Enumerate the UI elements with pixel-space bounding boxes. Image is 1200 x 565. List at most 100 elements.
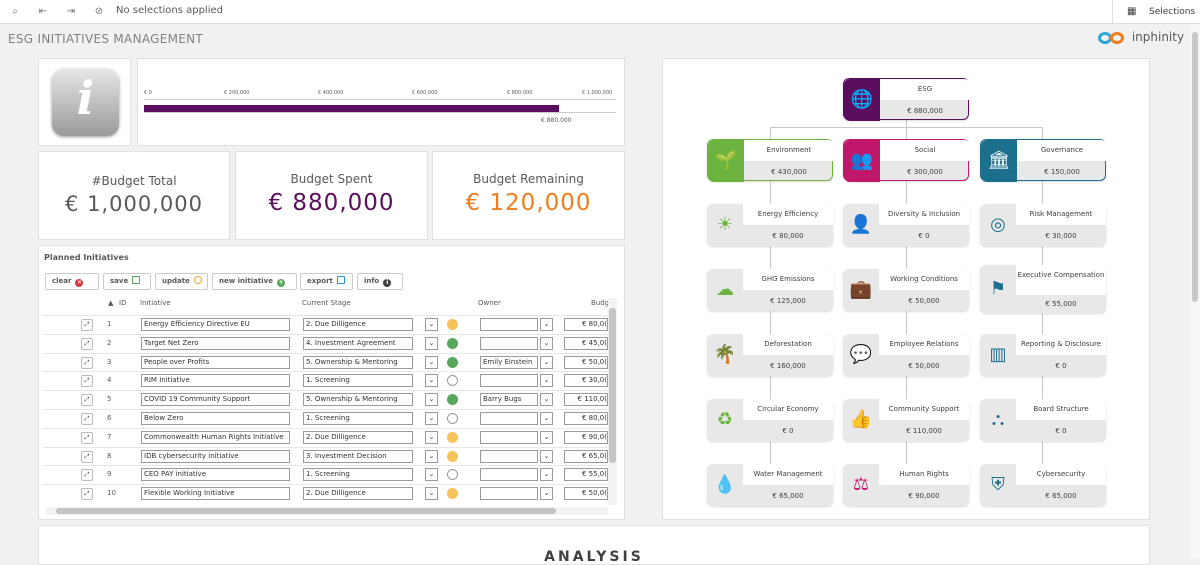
chevron-down-icon[interactable]: ⌄: [540, 487, 553, 501]
initiative-name-input[interactable]: Commonwealth Human Rights Initiative: [141, 430, 290, 444]
budget-input[interactable]: € 55,0(: [564, 468, 608, 482]
node-energy-efficiency[interactable]: ☀ Energy Efficiency € 80,000: [707, 204, 833, 246]
selections-button[interactable]: ▦ Selections: [1112, 0, 1200, 24]
initiative-name-input[interactable]: People over Profits: [141, 355, 290, 369]
budget-input[interactable]: € 50,0(: [564, 355, 608, 369]
sort-asc-icon[interactable]: ▲: [108, 299, 114, 307]
budget-input[interactable]: € 110,0(: [564, 393, 608, 407]
node-esg[interactable]: 🌐 ESG € 880,000: [843, 78, 970, 121]
chevron-down-icon[interactable]: ⌄: [540, 412, 553, 425]
stage-select[interactable]: 2. Due Dilligence: [303, 430, 413, 444]
node-working-conditions[interactable]: 💼 Working Conditions € 50,000: [843, 269, 969, 311]
chevron-down-icon[interactable]: ⌄: [425, 487, 438, 501]
initiative-name-input[interactable]: Energy Efficiency Directive EU: [141, 318, 290, 331]
initiative-name-input[interactable]: CEO PAY initiative: [141, 468, 290, 482]
row-select-icon[interactable]: ⤢: [81, 394, 93, 407]
owner-select[interactable]: [480, 468, 538, 482]
initiative-name-input[interactable]: Target Net Zero: [141, 336, 290, 350]
node-diversity-inclusion[interactable]: 👤 Diversity & Inclusion € 0: [843, 204, 969, 246]
budget-input[interactable]: € 30,0(: [564, 374, 608, 388]
owner-select[interactable]: [480, 374, 538, 388]
stage-select[interactable]: 4. Investment Agreement: [303, 336, 413, 350]
node-deforestation[interactable]: 🌴 Deforestation € 160,000: [707, 334, 833, 376]
chevron-down-icon[interactable]: ⌄: [540, 374, 553, 388]
owner-select[interactable]: [480, 412, 538, 425]
stage-select[interactable]: 1. Screening: [303, 412, 413, 425]
chevron-down-icon[interactable]: ⌄: [425, 468, 438, 482]
budget-input[interactable]: € 80,0(: [564, 412, 608, 425]
node-board-structure[interactable]: ⛬ Board Structure € 0: [980, 399, 1106, 441]
chevron-down-icon[interactable]: ⌄: [425, 355, 438, 369]
table-vertical-scrollbar[interactable]: [608, 298, 617, 505]
info-button[interactable]: info i: [357, 273, 403, 290]
row-select-icon[interactable]: ⤢: [81, 319, 93, 331]
initiative-name-input[interactable]: Below Zero: [141, 412, 290, 425]
node-reporting-disclosure[interactable]: ▥ Reporting & Disclosure € 0: [980, 334, 1106, 376]
owner-select[interactable]: [480, 430, 538, 444]
row-select-icon[interactable]: ⤢: [81, 488, 93, 501]
column-header-id[interactable]: ID: [119, 299, 127, 307]
stage-select[interactable]: 5. Ownership & Mentoring: [303, 393, 413, 407]
table-horizontal-scrollbar[interactable]: [46, 507, 608, 515]
chevron-down-icon[interactable]: ⌄: [425, 430, 438, 444]
chevron-down-icon[interactable]: ⌄: [425, 393, 438, 407]
chevron-down-icon[interactable]: ⌄: [540, 393, 553, 407]
budget-input[interactable]: € 50,0(: [564, 487, 608, 501]
column-header-stage[interactable]: Current Stage: [302, 299, 351, 307]
row-select-icon[interactable]: ⤢: [81, 337, 93, 350]
node-circular-economy[interactable]: ♻ Circular Economy € 0: [707, 399, 833, 441]
info-icon[interactable]: i: [52, 69, 119, 136]
chevron-down-icon[interactable]: ⌄: [540, 318, 553, 331]
chevron-down-icon[interactable]: ⌄: [425, 318, 438, 331]
row-select-icon[interactable]: ⤢: [81, 356, 93, 369]
initiative-name-input[interactable]: COVID 19 Community Support: [141, 393, 290, 407]
stage-select[interactable]: 2. Due Dilligence: [303, 487, 413, 501]
node-governance[interactable]: 🏛 Governance € 150,000: [980, 139, 1107, 182]
node-cybersecurity[interactable]: ⛨ Cybersecurity € 65,000: [980, 464, 1106, 506]
smart-search-icon[interactable]: ⌕: [12, 6, 18, 17]
budget-input[interactable]: € 90,0(: [564, 430, 608, 444]
chevron-down-icon[interactable]: ⌄: [425, 449, 438, 463]
chevron-down-icon[interactable]: ⌄: [425, 374, 438, 388]
stage-select[interactable]: 3. Investment Decision: [303, 449, 413, 463]
stage-select[interactable]: 1. Screening: [303, 374, 413, 388]
owner-select[interactable]: [480, 336, 538, 350]
owner-select[interactable]: [480, 449, 538, 463]
initiative-name-input[interactable]: Flexible Working Initiative: [141, 487, 290, 501]
node-risk-management[interactable]: ◎ Risk Management € 30,000: [980, 204, 1106, 246]
chevron-down-icon[interactable]: ⌄: [540, 468, 553, 482]
clear-selections-icon[interactable]: ⊘: [94, 6, 104, 17]
row-select-icon[interactable]: ⤢: [81, 413, 93, 425]
chevron-down-icon[interactable]: ⌄: [540, 355, 553, 369]
stage-select[interactable]: 5. Ownership & Mentoring: [303, 355, 413, 369]
initiative-name-input[interactable]: IDB cybersecurity initiative: [141, 449, 290, 463]
selections-back-icon[interactable]: ⇤: [38, 6, 48, 17]
budget-input[interactable]: € 45,0(: [564, 336, 608, 350]
column-header-budget[interactable]: Budg: [591, 299, 610, 307]
chevron-down-icon[interactable]: ⌄: [425, 412, 438, 425]
node-executive-compensation[interactable]: ⚑ Executive Compensation € 55,000: [980, 265, 1106, 313]
chevron-down-icon[interactable]: ⌄: [540, 430, 553, 444]
save-button[interactable]: save: [103, 273, 151, 290]
node-human-rights[interactable]: ⚖ Human Rights € 90,000: [843, 464, 969, 506]
node-water-management[interactable]: 💧 Water Management € 65,000: [707, 464, 833, 506]
selections-forward-icon[interactable]: ⇥: [66, 6, 76, 17]
budget-input[interactable]: € 80,0(: [564, 318, 608, 331]
row-select-icon[interactable]: ⤢: [81, 431, 93, 444]
node-employee-relations[interactable]: 💬 Employee Relations € 50,000: [843, 334, 969, 376]
new-initiative-button[interactable]: new initiative +: [212, 273, 297, 290]
chevron-down-icon[interactable]: ⌄: [425, 336, 438, 350]
node-social[interactable]: 👥 Social € 300,000: [843, 139, 970, 182]
chevron-down-icon[interactable]: ⌄: [540, 449, 553, 463]
row-select-icon[interactable]: ⤢: [81, 469, 93, 482]
owner-select[interactable]: Emily Einstein: [480, 355, 538, 369]
node-ghg-emissions[interactable]: ☁ GHG Emissions € 125,000: [707, 269, 833, 311]
owner-select[interactable]: [480, 487, 538, 501]
chevron-down-icon[interactable]: ⌄: [540, 336, 553, 350]
column-header-initiative[interactable]: Initiative: [140, 299, 171, 307]
owner-select[interactable]: [480, 318, 538, 331]
column-header-owner[interactable]: Owner: [478, 299, 501, 307]
update-button[interactable]: update: [155, 273, 208, 290]
row-select-icon[interactable]: ⤢: [81, 375, 93, 388]
stage-select[interactable]: 2. Due Dilligence: [303, 318, 413, 331]
